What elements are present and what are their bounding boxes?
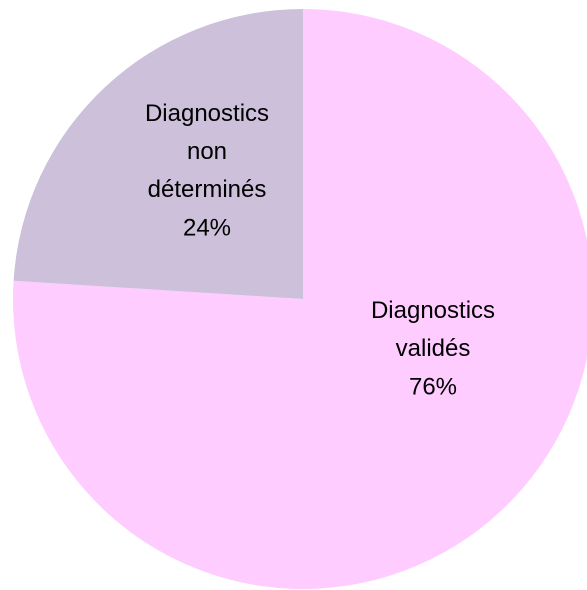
pie-slice: [13, 9, 304, 299]
slice-value-label: 76%: [409, 373, 457, 400]
slice-label: Diagnostics non déterminés: [145, 100, 269, 203]
slice-value-label: 24%: [183, 214, 231, 241]
slice-label: Diagnostics validés: [371, 297, 495, 362]
pie-slice: [13, 9, 587, 589]
